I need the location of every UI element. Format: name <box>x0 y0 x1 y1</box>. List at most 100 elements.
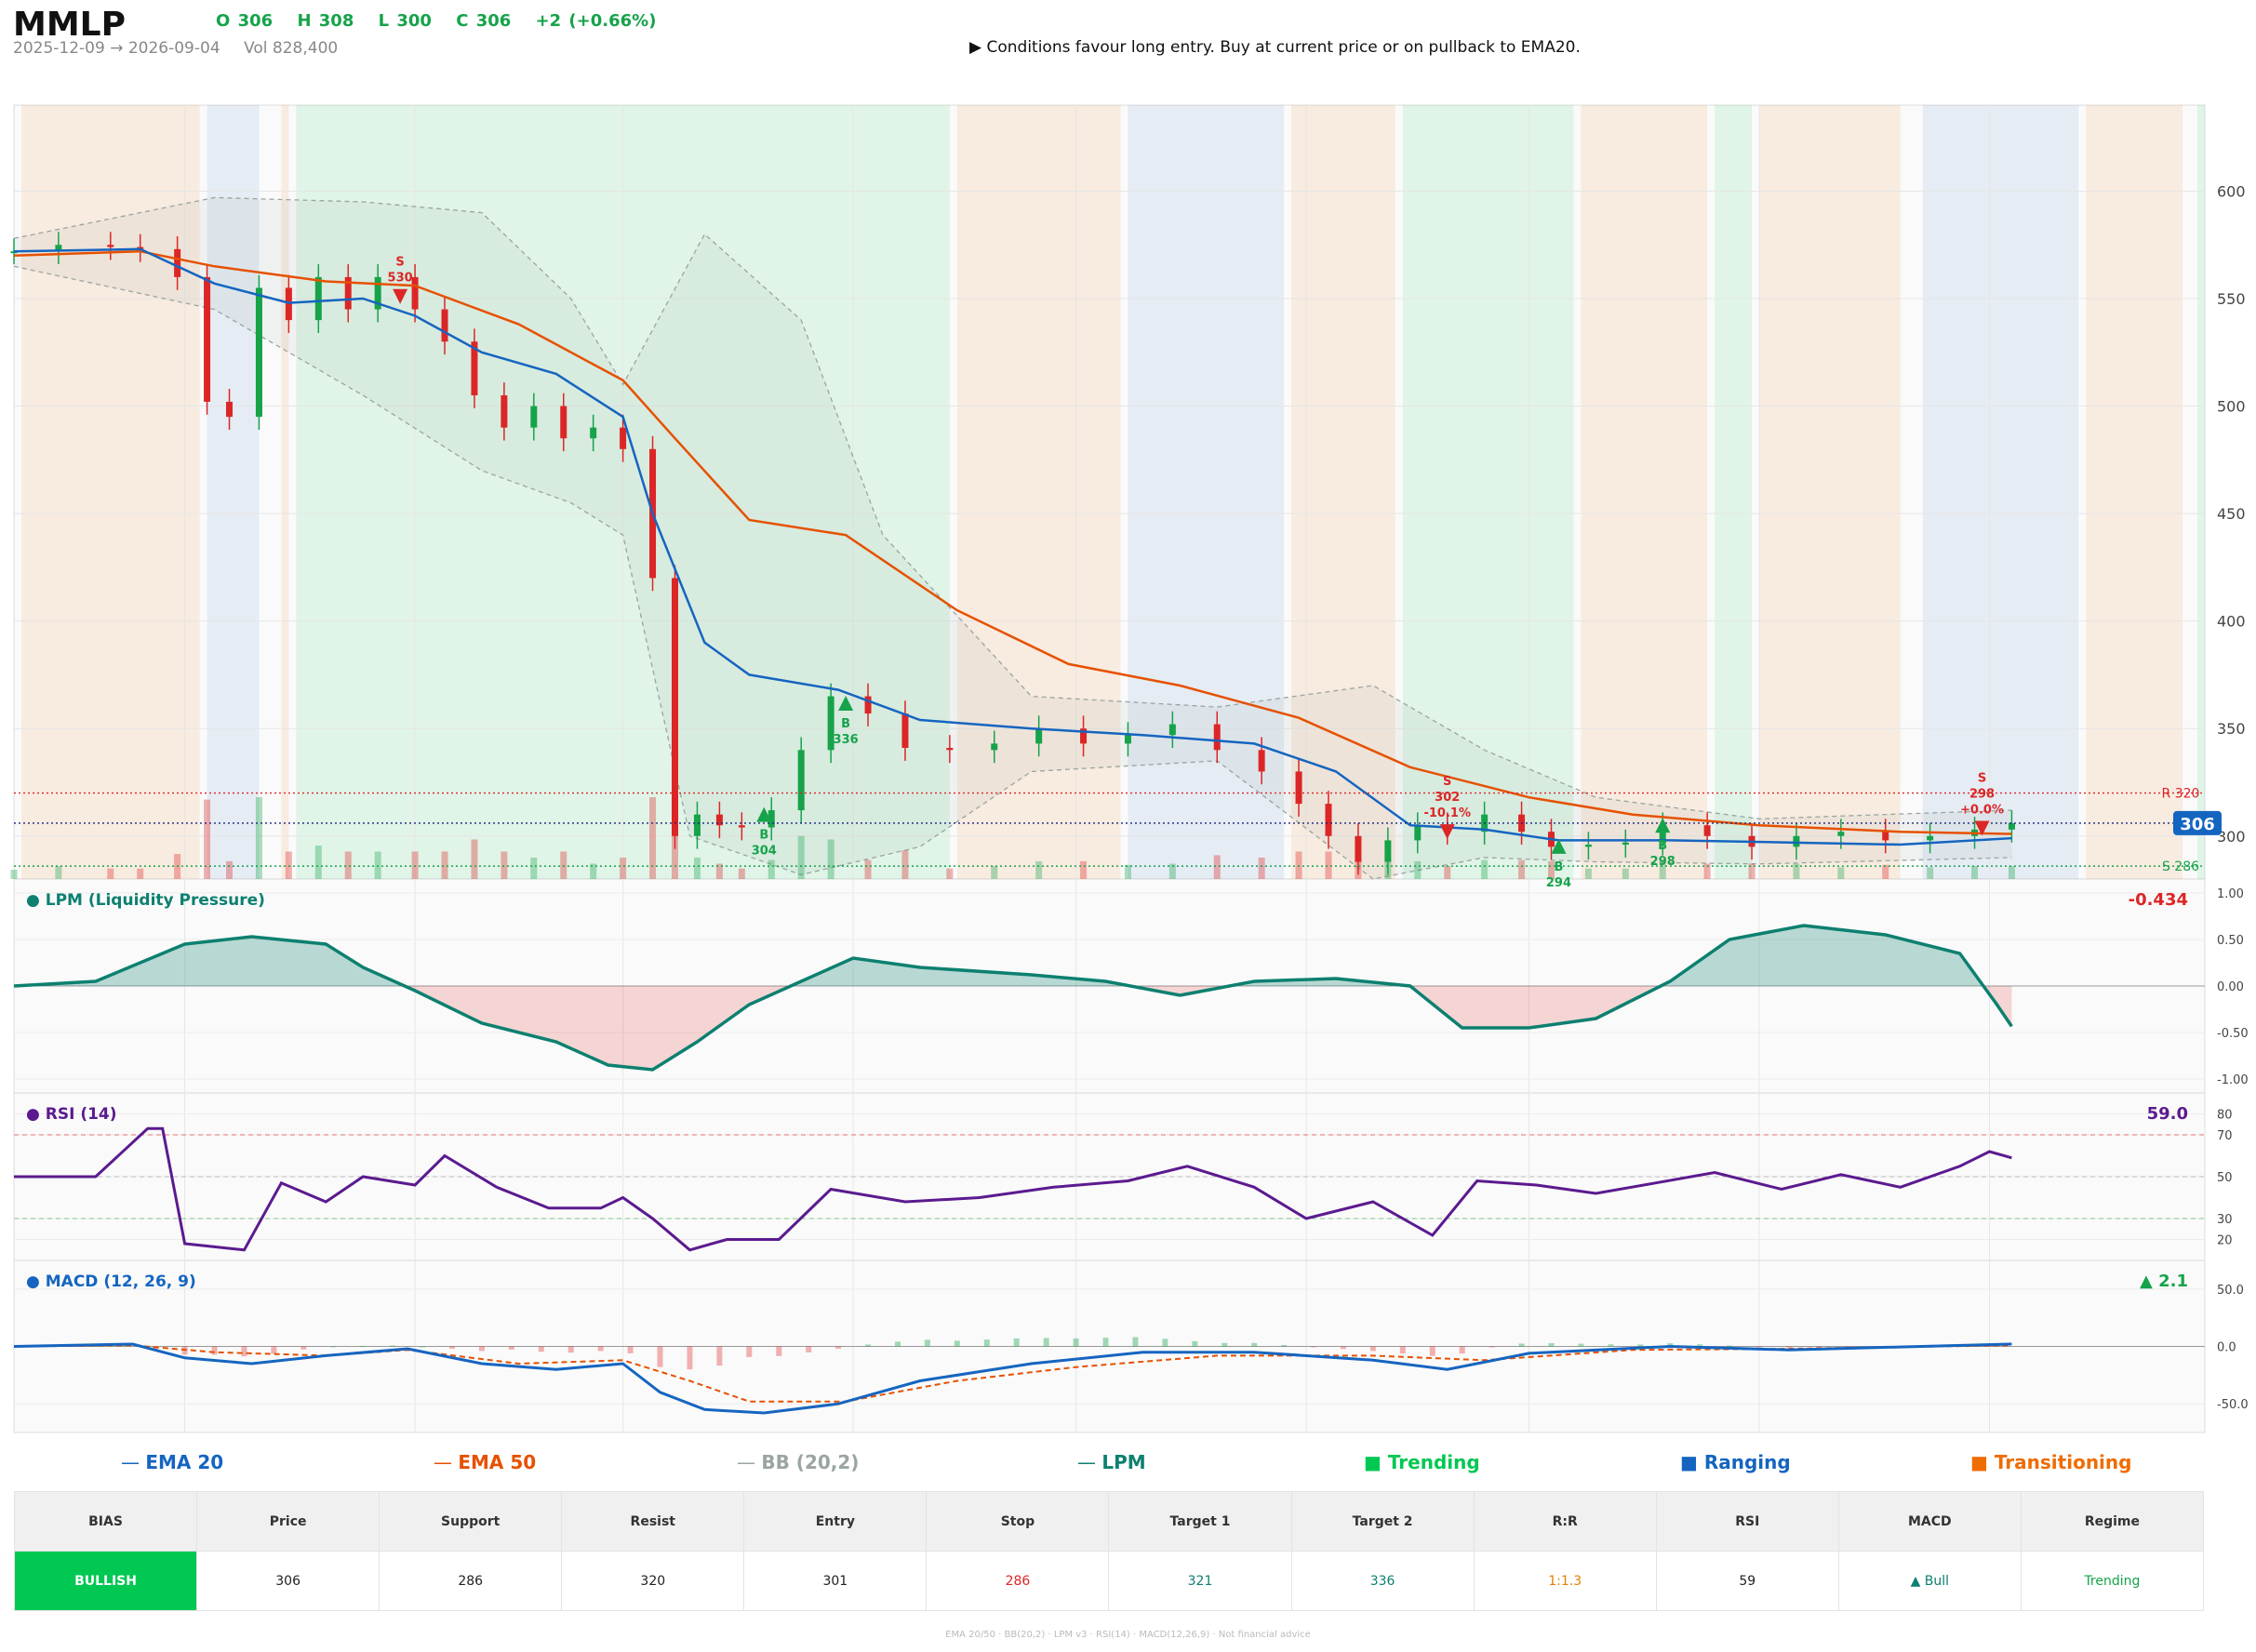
candle-body <box>1793 835 1800 847</box>
macd-histogram-bar <box>1102 1338 1109 1347</box>
macd-histogram-bar <box>360 1345 367 1347</box>
macd-line <box>13 1342 2012 1415</box>
legend-item-transitioning: ■ Transitioning <box>1970 1451 2131 1473</box>
macd-histogram-bar <box>1132 1337 1139 1347</box>
candle-body <box>827 696 834 751</box>
candle-body <box>797 750 805 811</box>
footer-note: EMA 20/50 · BB(20,2) · LPM v3 · RSI(14) … <box>945 1630 1311 1640</box>
price-y-tick: 500 <box>2217 398 2246 416</box>
cell-stop: 286 <box>926 1551 1110 1611</box>
volume-bar <box>1659 859 1666 879</box>
chart-legend: — EMA 20— EMA 50— BB (20,2) — LPM ■ Trendi… <box>0 1451 2256 1479</box>
macd-histogram-bar <box>449 1346 455 1349</box>
last-price-badge <box>2173 810 2222 835</box>
column-header-rsi: RSI <box>1655 1491 1839 1552</box>
macd-histogram-bar <box>1369 1346 1376 1352</box>
volume-bar <box>1547 860 1555 879</box>
volume-bar <box>693 858 701 879</box>
signal-label: 530 <box>388 272 413 286</box>
volume-bar <box>255 797 262 879</box>
regime-band-ranging <box>1922 105 2079 879</box>
column-header-r-r: R:R <box>1473 1491 1657 1552</box>
candle-body <box>10 251 18 254</box>
price-y-tick: 350 <box>2217 720 2246 738</box>
price-y-tick: 300 <box>2217 828 2246 846</box>
x-tick-label: Aug '26 <box>1726 1448 1794 1451</box>
close-value: C 306 <box>456 11 512 31</box>
rsi-last-value: 59.0 <box>2147 1104 2188 1124</box>
macd-histogram-bar <box>1251 1342 1258 1347</box>
macd-histogram-bar <box>627 1346 634 1353</box>
volume-bar <box>411 851 419 879</box>
macd-histogram-bar <box>983 1339 990 1347</box>
legend-item-ema20: — EMA 20 <box>121 1451 223 1473</box>
legend-item-trending: ■ Trending <box>1364 1451 1480 1473</box>
candle-body <box>715 814 723 826</box>
candle-body <box>204 276 211 402</box>
legend-square-swatch: ■ <box>1970 1451 1995 1473</box>
sell-signal-marker <box>1974 820 1990 836</box>
cell-regime: Trending <box>2020 1551 2205 1611</box>
volume-bar <box>137 868 144 879</box>
candle-body <box>671 578 678 836</box>
cell-rsi: 59 <box>1655 1551 1839 1611</box>
macd-histogram-bar <box>1192 1340 1198 1347</box>
macd-histogram-bar <box>1429 1346 1435 1356</box>
volume-bar <box>768 859 775 879</box>
lpm-y-tick: -1.00 <box>2217 1073 2249 1087</box>
macd-histogram-bar <box>1756 1346 1763 1348</box>
candle-body <box>1258 750 1265 772</box>
date-range-line: 2025-12-09 → 2026-09-04 Vol 828,400 <box>13 39 356 58</box>
chart-canvas[interactable]: Jan '26 Feb '26 Mar '26 Apr '26 May '26 Jun '… <box>0 0 2256 1451</box>
column-header-target-1: Target 1 <box>1108 1491 1292 1552</box>
ohlc-readout: O 306 H 308 L 300 C 306 +2 (+0.66%) <box>216 11 673 31</box>
macd-histogram-bar <box>657 1346 663 1367</box>
x-tick-label: Jul '26 <box>1501 1448 1555 1451</box>
volume-bar <box>1295 851 1302 879</box>
last-price-label: 306 <box>2180 815 2215 834</box>
legend-line-swatch: — <box>434 1451 459 1473</box>
buy-signal-marker <box>1655 818 1671 833</box>
column-header-bias: BIAS <box>13 1491 198 1552</box>
cell-bias: BULLISH <box>13 1551 198 1611</box>
legend-label: EMA 20 <box>145 1451 224 1473</box>
macd-histogram-bar <box>894 1341 901 1347</box>
volume-bar <box>901 850 909 879</box>
cell-resist: 320 <box>561 1551 745 1611</box>
rsi-panel-title: ● RSI (14) <box>26 1105 117 1124</box>
volume-bar <box>226 860 234 879</box>
signal-label: B <box>759 829 768 843</box>
cell-support: 286 <box>379 1551 563 1611</box>
candle-body <box>344 276 352 310</box>
macd-histogram-bar <box>687 1346 693 1370</box>
candle-body <box>590 427 597 439</box>
signal-label: 298 <box>1969 787 1995 801</box>
legend-line-swatch: — <box>121 1451 146 1473</box>
macd-histogram-bar <box>1845 1346 1851 1348</box>
macd-histogram-bar <box>1013 1338 1020 1347</box>
legend-label: EMA 50 <box>458 1451 537 1473</box>
macd-histogram-bar <box>1340 1346 1346 1350</box>
signal-label: 336 <box>834 733 859 747</box>
lpm-y-tick: -0.50 <box>2217 1027 2249 1041</box>
macd-histogram-bar <box>300 1346 307 1350</box>
volume-bar <box>560 851 567 879</box>
macd-histogram-bar <box>538 1346 544 1352</box>
bollinger-lower-line <box>13 265 2012 880</box>
volume-bar <box>1384 858 1392 879</box>
signal-label: B <box>1555 860 1564 874</box>
macd-histogram-bar <box>1815 1346 1822 1348</box>
x-tick-label: May '26 <box>1041 1448 1111 1451</box>
volume-bar <box>1518 859 1526 879</box>
rsi-y-tick: 20 <box>2217 1234 2233 1248</box>
column-header-support: Support <box>379 1491 563 1552</box>
macd-panel-title: ● MACD (12, 26, 9) <box>26 1272 196 1291</box>
lpm-line <box>13 924 2013 1072</box>
candle-body <box>991 743 998 751</box>
macd-histogram-bar <box>1667 1343 1674 1347</box>
volume-bar <box>1444 866 1451 879</box>
plot-background <box>13 104 2206 1433</box>
bollinger-upper-line <box>13 196 2012 819</box>
